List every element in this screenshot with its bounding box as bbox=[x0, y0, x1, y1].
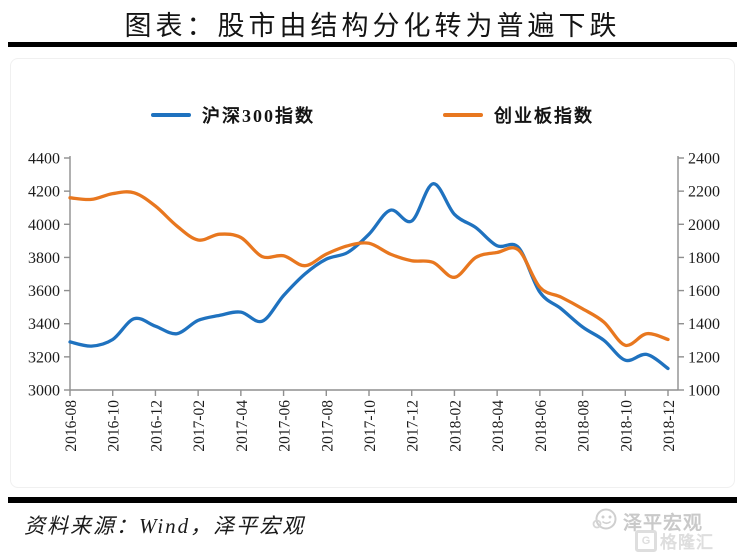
chart-card bbox=[10, 58, 735, 488]
left-axis-tick-label: 3000 bbox=[28, 383, 60, 400]
left-axis-tick-label: 4200 bbox=[28, 184, 60, 201]
series-line-csi300 bbox=[68, 182, 670, 371]
x-axis-tick-label: 2018-04 bbox=[490, 400, 507, 452]
right-axis-tick-label: 1600 bbox=[688, 283, 720, 300]
brand-face-icon bbox=[592, 508, 617, 530]
x-axis-tick-label: 2016-12 bbox=[148, 400, 165, 452]
x-axis-tick-label: 2018-06 bbox=[533, 400, 550, 452]
legend-item-csi300: 沪深300指数 bbox=[151, 102, 315, 128]
publisher-logo-icon: G bbox=[635, 529, 657, 552]
x-axis-tick-label: 2017-10 bbox=[362, 400, 379, 452]
left-axis-tick-label: 3200 bbox=[28, 349, 60, 366]
x-axis-tick-label: 2017-12 bbox=[405, 400, 422, 452]
left-axis-tick-label: 4000 bbox=[28, 217, 60, 234]
bottom-divider bbox=[8, 497, 737, 503]
page-title: 图表：股市由结构分化转为普遍下跌 bbox=[124, 11, 621, 41]
publisher-watermark: G 格隆汇 bbox=[635, 528, 714, 553]
x-axis-tick-label: 2018-02 bbox=[447, 400, 464, 452]
left-axis-tick-label: 3400 bbox=[28, 316, 60, 333]
left-axis-tick-label: 4400 bbox=[28, 151, 60, 168]
left-axis-tick-label: 3600 bbox=[28, 283, 60, 300]
right-axis-tick-label: 1200 bbox=[688, 349, 720, 366]
right-axis-tick-label: 2200 bbox=[688, 184, 720, 201]
x-axis-tick-label: 2017-06 bbox=[277, 400, 294, 452]
right-axis-tick-label: 1800 bbox=[688, 250, 720, 267]
left-axis-tick-label: 3800 bbox=[28, 250, 60, 267]
series-line-chinext bbox=[68, 190, 670, 348]
watermark: 泽平宏观 G 格隆汇 bbox=[591, 504, 741, 554]
x-axis-tick-label: 2018-12 bbox=[661, 400, 678, 452]
right-axis-tick-label: 1000 bbox=[688, 383, 720, 400]
data-source-note: 资料来源：Wind，泽平宏观 bbox=[24, 514, 306, 538]
x-axis-tick-label: 2017-02 bbox=[191, 400, 208, 452]
right-axis-tick-label: 2400 bbox=[688, 151, 720, 168]
csi300-line-swatch bbox=[151, 113, 191, 117]
x-axis-tick-label: 2017-08 bbox=[319, 400, 336, 452]
publisher-name: 格隆汇 bbox=[660, 533, 714, 552]
legend-label-chinext: 创业板指数 bbox=[494, 106, 594, 126]
right-axis-tick-label: 1400 bbox=[688, 316, 720, 333]
brand-name: 泽平宏观 bbox=[623, 513, 704, 534]
x-axis-tick-label: 2016-10 bbox=[106, 400, 123, 452]
x-axis-tick-label: 2016-08 bbox=[63, 400, 80, 452]
x-axis-tick-label: 2018-10 bbox=[618, 400, 635, 452]
top-divider bbox=[8, 42, 737, 47]
legend-label-csi300: 沪深300指数 bbox=[202, 106, 315, 126]
x-axis-tick-label: 2018-08 bbox=[576, 400, 593, 452]
chinext-line-swatch bbox=[443, 113, 483, 117]
dual-axis-line-chart: 4400 4200 4000 3800 3600 3400 3200 3000 2400 2200… bbox=[28, 151, 720, 452]
right-axis-tick-label: 2000 bbox=[688, 217, 720, 234]
legend-item-chinext: 创业板指数 bbox=[443, 102, 594, 128]
chart-legend: 沪深300指数 创业板指数 bbox=[0, 102, 745, 128]
x-axis-tick-label: 2017-04 bbox=[234, 400, 251, 452]
